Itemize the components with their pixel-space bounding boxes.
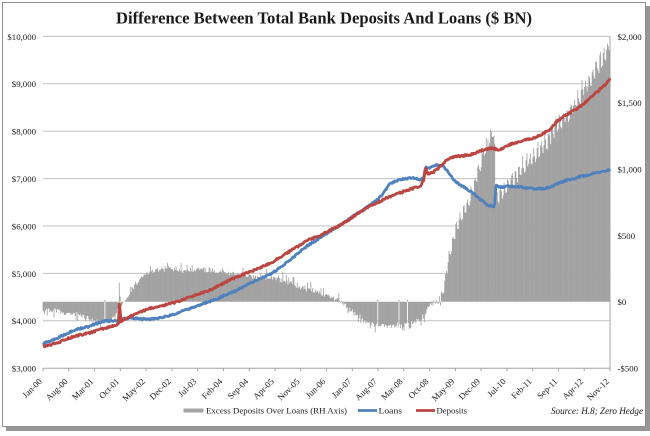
svg-text:$9,000: $9,000 bbox=[12, 79, 37, 89]
svg-text:$6,000: $6,000 bbox=[12, 221, 37, 231]
svg-text:Loans: Loans bbox=[379, 407, 403, 416]
svg-text:$7,000: $7,000 bbox=[12, 174, 37, 184]
svg-text:$1,500: $1,500 bbox=[618, 98, 643, 108]
svg-text:Source: H.8; Zero Hedge: Source: H.8; Zero Hedge bbox=[551, 407, 643, 417]
svg-text:$4,000: $4,000 bbox=[12, 316, 37, 326]
svg-text:$8,000: $8,000 bbox=[12, 127, 37, 137]
svg-text:$500: $500 bbox=[618, 231, 636, 241]
svg-text:$3,000: $3,000 bbox=[12, 364, 37, 374]
svg-text:-$500: -$500 bbox=[618, 364, 639, 374]
svg-text:Difference Between Total Bank: Difference Between Total Bank Deposits A… bbox=[116, 9, 532, 28]
svg-text:$0: $0 bbox=[618, 297, 627, 307]
svg-text:$2,000: $2,000 bbox=[618, 32, 643, 42]
svg-text:Deposits: Deposits bbox=[437, 407, 468, 416]
svg-text:Excess Deposits Over Loans (RH: Excess Deposits Over Loans (RH Axis) bbox=[206, 407, 347, 416]
svg-text:$10,000: $10,000 bbox=[7, 32, 36, 42]
svg-text:$1,000: $1,000 bbox=[618, 165, 643, 175]
svg-text:$5,000: $5,000 bbox=[12, 269, 37, 279]
